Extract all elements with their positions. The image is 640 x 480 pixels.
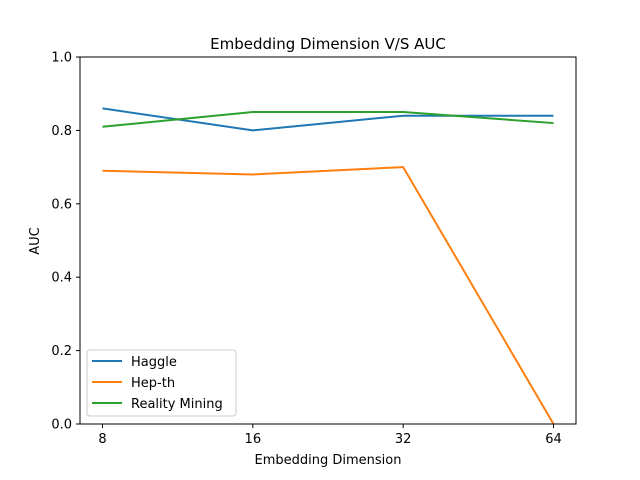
legend-label-haggle: Haggle — [131, 355, 177, 370]
y-axis-label: AUC — [28, 227, 43, 255]
x-tick-label: 16 — [245, 432, 262, 447]
legend: Haggle Hep-th Reality Mining — [86, 349, 237, 417]
y-tick-label: 1.0 — [51, 51, 72, 66]
series-line-hep-th — [102, 166, 555, 425]
y-tick-label: 0.8 — [51, 124, 72, 139]
legend-label-reality-mining: Reality Mining — [131, 397, 223, 412]
y-tick-label: 0.6 — [51, 197, 72, 212]
x-tick-label: 64 — [545, 432, 562, 447]
x-tick-label: 32 — [395, 432, 412, 447]
axis-ticks: 8 16 32 64 0.0 0.2 0.4 0.6 0.8 1.0 — [51, 51, 561, 448]
plot-area-frame — [79, 56, 577, 425]
legend-box — [86, 349, 237, 417]
chart-title: Embedding Dimension V/S AUC — [210, 35, 446, 53]
series-line-reality-mining — [102, 111, 554, 128]
x-tick-label: 8 — [98, 432, 106, 447]
y-tick-label: 0.4 — [51, 271, 72, 286]
series-lines — [102, 107, 555, 425]
legend-label-hep-th: Hep-th — [131, 376, 175, 391]
y-tick-label: 0.0 — [51, 418, 72, 433]
x-axis-label: Embedding Dimension — [255, 453, 402, 468]
y-tick-label: 0.2 — [51, 344, 72, 359]
